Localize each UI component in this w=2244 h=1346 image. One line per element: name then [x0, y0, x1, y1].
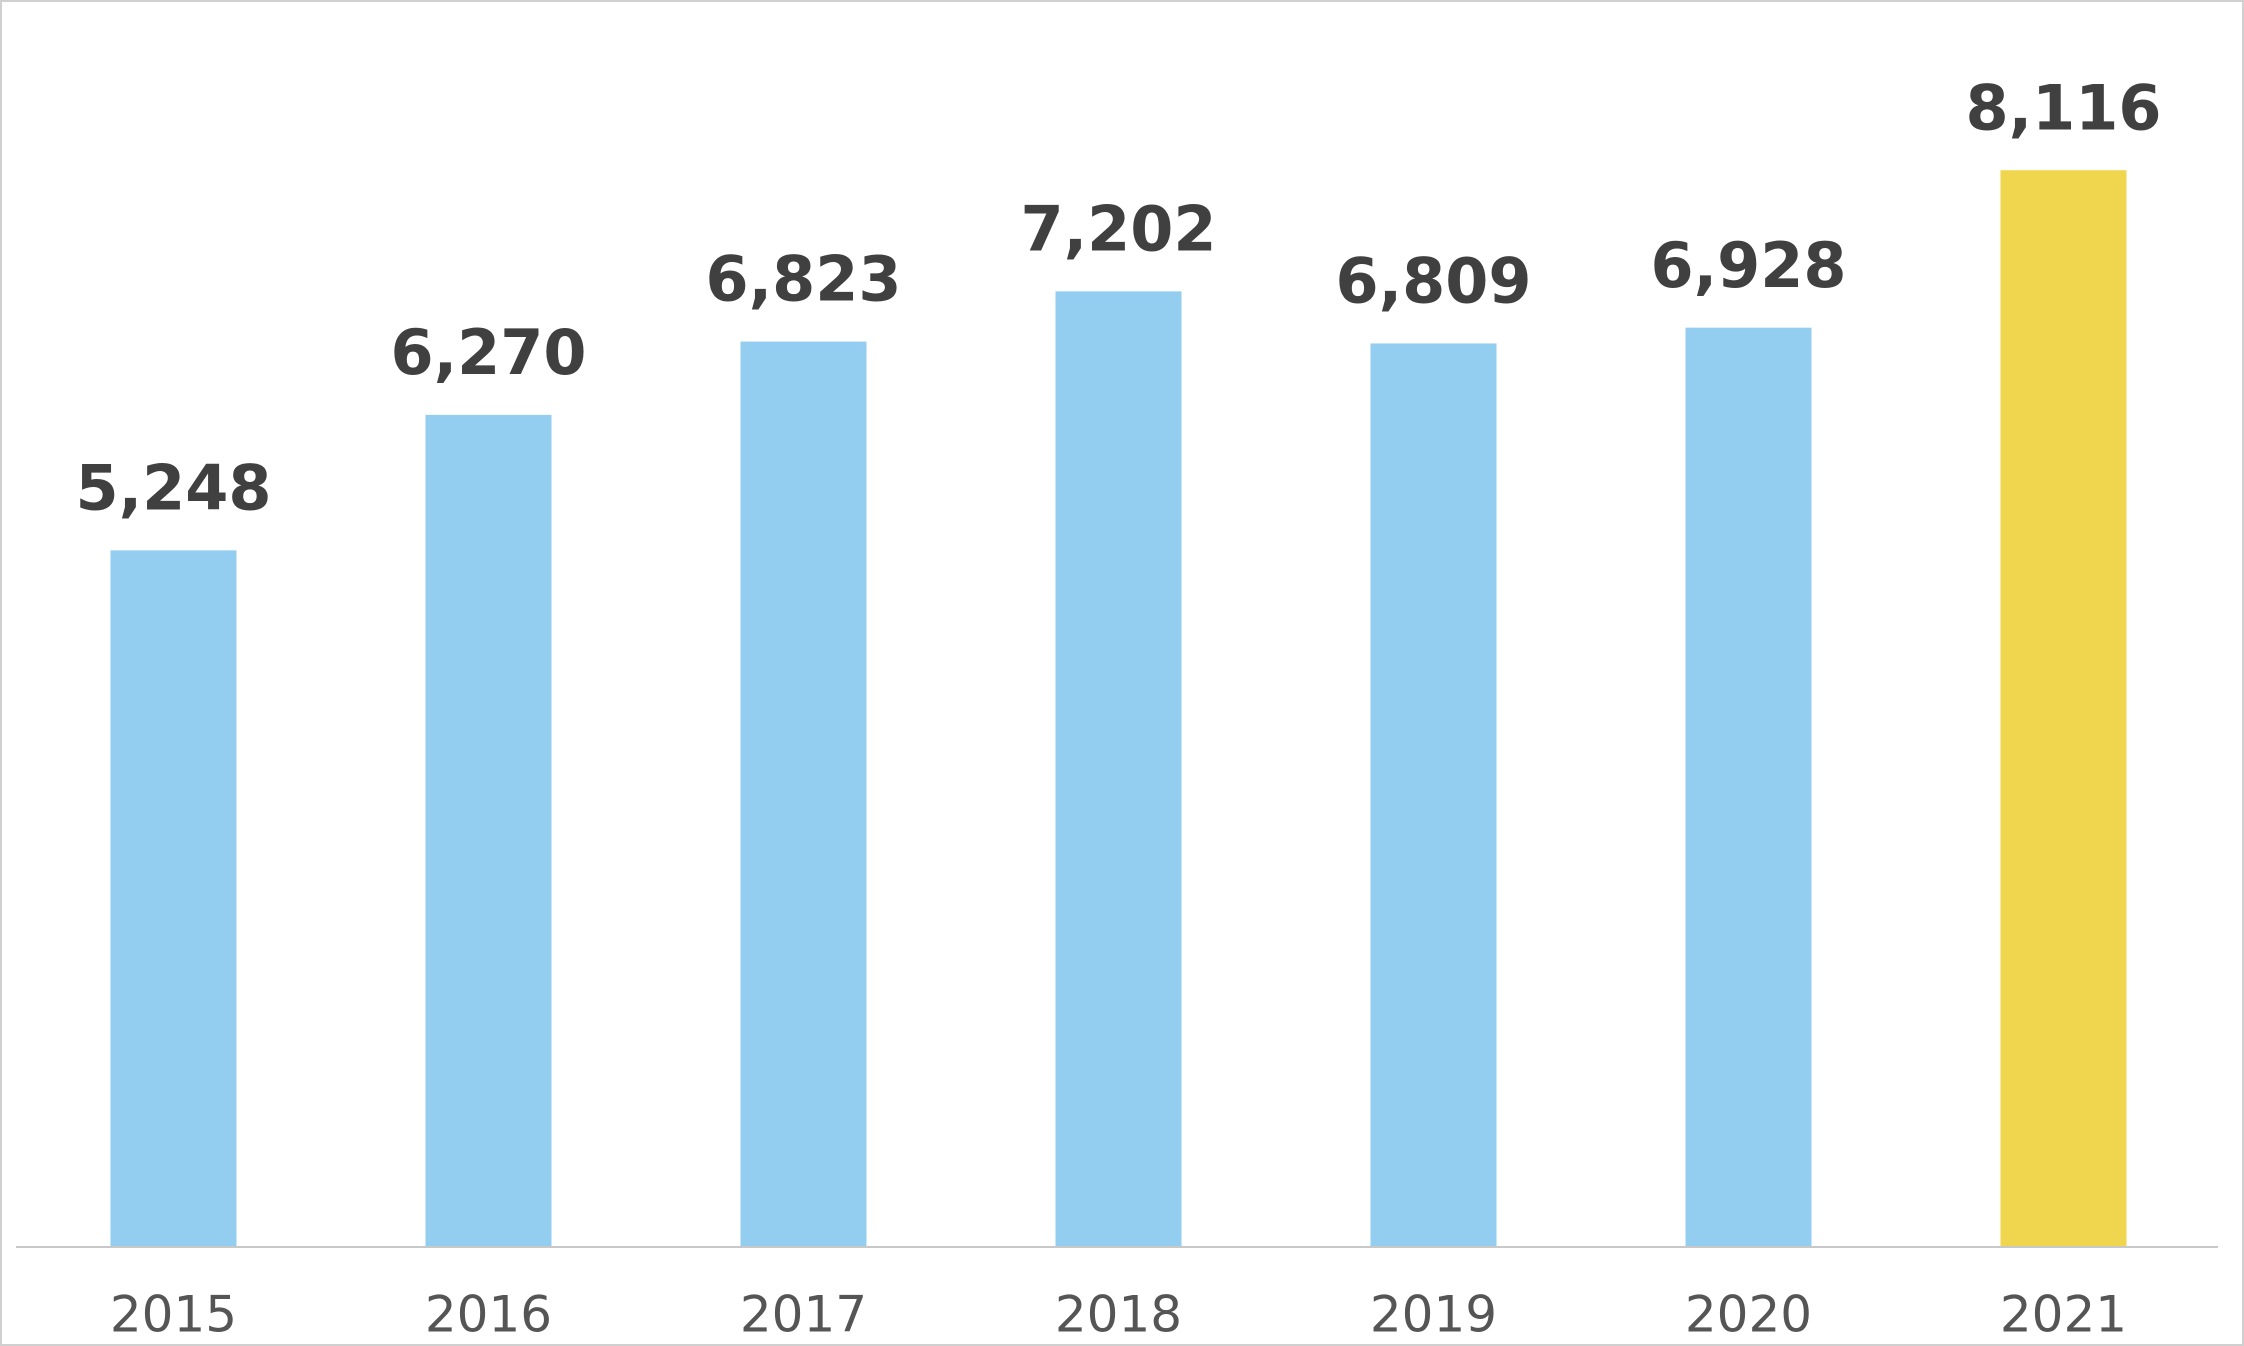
value-label: 7,202 — [1020, 192, 1216, 265]
bar — [110, 550, 237, 1246]
value-label: 5,248 — [75, 451, 271, 524]
x-tick-label: 2020 — [1685, 1286, 1812, 1344]
x-tick-label: 2016 — [425, 1286, 552, 1344]
bar — [1055, 291, 1182, 1246]
value-label: 6,823 — [705, 243, 901, 316]
x-tick-label: 2015 — [110, 1286, 237, 1344]
bar — [2000, 170, 2127, 1247]
value-label: 6,809 — [1335, 245, 1531, 318]
x-tick-label: 2017 — [740, 1286, 867, 1344]
x-tick-label: 2021 — [2000, 1286, 2127, 1344]
value-label: 6,928 — [1650, 229, 1846, 302]
bar — [425, 414, 552, 1246]
bar — [1685, 327, 1812, 1246]
x-tick-label: 2019 — [1370, 1286, 1497, 1344]
value-label: 8,116 — [1965, 71, 2161, 144]
bar — [1370, 343, 1497, 1246]
x-tick-label: 2018 — [1055, 1286, 1182, 1344]
value-label: 6,270 — [390, 316, 586, 389]
bar — [740, 341, 867, 1246]
